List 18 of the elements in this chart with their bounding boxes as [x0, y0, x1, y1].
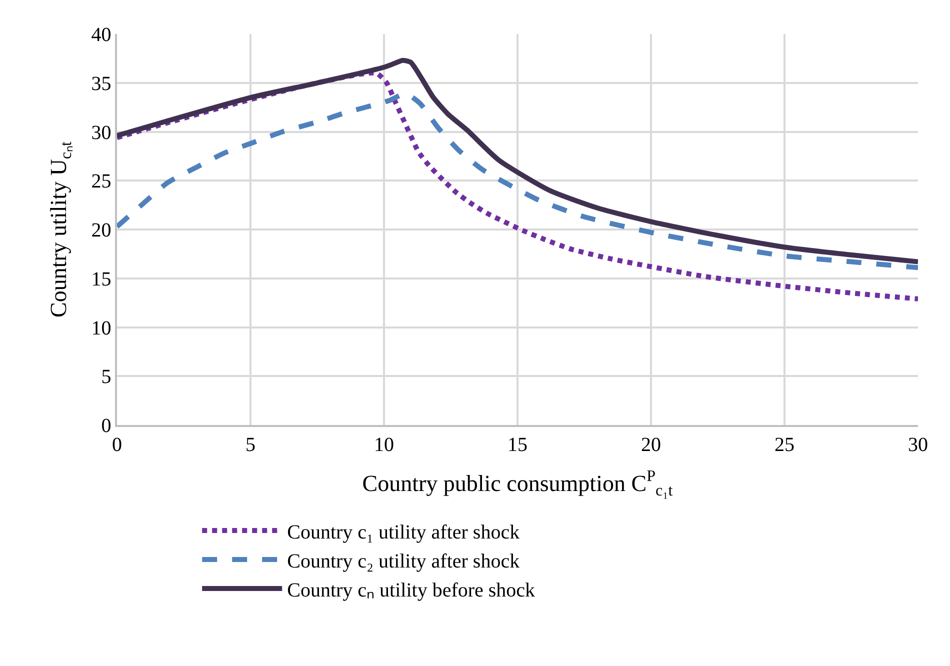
legend-label: Country cₙ utility before shock: [287, 579, 536, 602]
x-tick-label: 20: [641, 434, 661, 456]
y-tick-label: 40: [91, 24, 112, 46]
legend-label: Country c₁ utility after shock: [287, 521, 520, 544]
y-tick-label: 5: [101, 366, 112, 388]
x-tick-label: 10: [374, 434, 394, 456]
x-tick-label: 15: [508, 434, 528, 456]
x-tick-label: 25: [774, 434, 794, 456]
y-tick-label: 10: [91, 317, 112, 340]
x-tick-label: 5: [246, 434, 256, 456]
y-tick-label: 20: [91, 220, 112, 242]
y-tick-label: 25: [91, 170, 112, 193]
y-tick-label: 15: [91, 268, 112, 290]
y-tick-label: 35: [91, 72, 112, 95]
x-tick-label: 30: [908, 434, 928, 456]
legend-label: Country c₂ utility after shock: [287, 550, 520, 572]
y-tick-label: 30: [91, 122, 112, 144]
y-tick-label: 0: [101, 415, 112, 437]
